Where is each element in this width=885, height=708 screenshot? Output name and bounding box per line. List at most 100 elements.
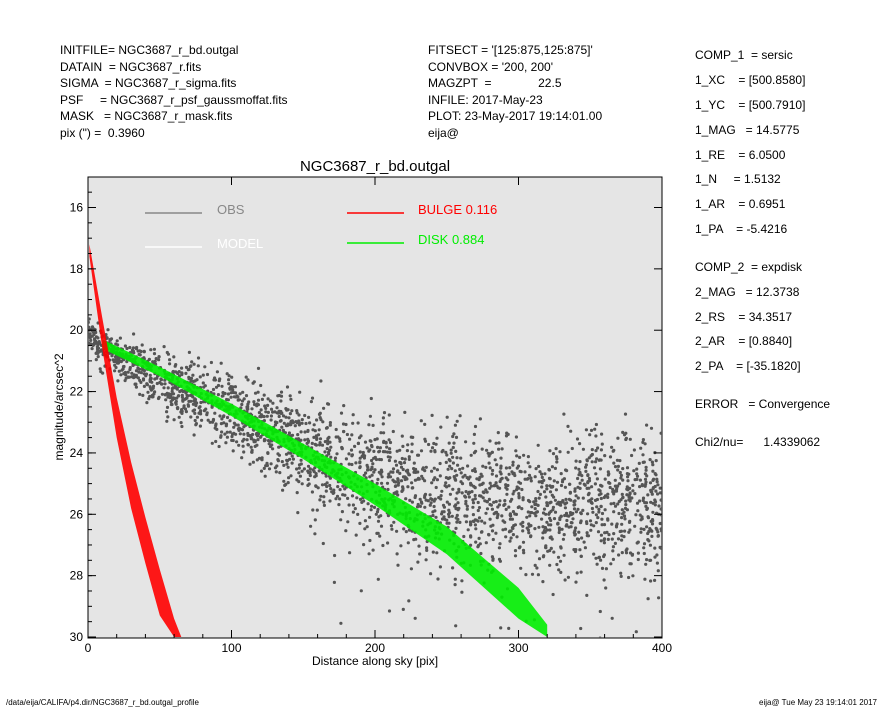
obs-point xyxy=(620,508,624,512)
obs-point xyxy=(618,459,622,463)
obs-point xyxy=(569,429,573,433)
obs-point xyxy=(442,515,446,519)
obs-point xyxy=(574,494,578,498)
obs-point xyxy=(320,483,325,487)
obs-point xyxy=(603,477,607,481)
obs-point xyxy=(535,566,539,570)
obs-point xyxy=(585,593,589,598)
obs-point xyxy=(388,447,392,451)
obs-point xyxy=(191,373,195,377)
obs-point xyxy=(439,425,443,429)
obs-point xyxy=(654,489,658,493)
obs-point xyxy=(638,478,643,482)
obs-point xyxy=(446,467,450,471)
obs-point xyxy=(561,478,565,482)
header-left-line: INITFILE= NGC3687_r_bd.outgal xyxy=(60,43,239,57)
obs-point xyxy=(219,361,223,365)
obs-point xyxy=(241,444,245,448)
obs-point xyxy=(455,419,459,423)
obs-point xyxy=(370,465,374,469)
obs-point xyxy=(309,524,313,528)
obs-point xyxy=(170,402,174,407)
obs-point xyxy=(393,484,397,488)
obs-point xyxy=(91,343,95,347)
obs-point xyxy=(291,457,295,461)
obs-point xyxy=(394,463,399,467)
obs-point xyxy=(282,421,286,425)
obs-point xyxy=(646,538,650,542)
obs-point xyxy=(652,477,656,481)
obs-point xyxy=(432,504,436,509)
obs-point xyxy=(149,348,153,352)
obs-point xyxy=(625,493,629,497)
obs-point xyxy=(589,523,593,527)
obs-point xyxy=(542,529,547,533)
obs-point xyxy=(424,498,428,502)
obs-point xyxy=(547,468,552,472)
obs-point xyxy=(200,418,204,422)
obs-point xyxy=(645,506,650,510)
obs-point xyxy=(347,503,351,507)
obs-point xyxy=(404,469,408,473)
obs-point xyxy=(323,450,327,454)
obs-point xyxy=(219,422,223,426)
header-left-line: MASK = NGC3687_r_mask.fits xyxy=(60,109,233,123)
obs-point xyxy=(521,498,525,502)
obs-point xyxy=(616,537,621,541)
obs-point xyxy=(487,497,491,501)
obs-point xyxy=(172,418,176,422)
obs-point xyxy=(405,449,409,453)
obs-point xyxy=(498,559,502,563)
obs-point xyxy=(423,505,427,509)
obs-point xyxy=(632,448,637,452)
obs-point xyxy=(574,580,578,584)
obs-point xyxy=(573,532,577,536)
obs-point xyxy=(584,469,588,473)
obs-point xyxy=(600,517,604,521)
obs-point xyxy=(231,449,235,453)
obs-point xyxy=(656,483,660,487)
obs-point xyxy=(186,403,190,407)
obs-point xyxy=(544,495,548,499)
obs-point xyxy=(499,626,503,630)
obs-point xyxy=(631,489,635,493)
obs-point xyxy=(472,432,476,436)
obs-point xyxy=(174,402,178,406)
obs-point xyxy=(444,460,448,464)
obs-point xyxy=(485,507,490,511)
obs-point xyxy=(350,494,355,498)
obs-point xyxy=(540,481,544,485)
obs-point xyxy=(465,507,469,511)
obs-point xyxy=(222,421,226,425)
obs-point xyxy=(137,352,141,356)
obs-point xyxy=(288,457,292,461)
obs-point xyxy=(563,578,567,582)
obs-point xyxy=(128,367,132,372)
obs-point xyxy=(379,468,383,472)
obs-point xyxy=(483,499,487,503)
obs-point xyxy=(595,562,599,566)
obs-point xyxy=(288,412,292,416)
obs-point xyxy=(458,520,462,525)
obs-point xyxy=(132,332,136,336)
obs-point xyxy=(370,473,374,477)
obs-point xyxy=(160,382,164,386)
obs-point xyxy=(507,626,511,631)
obs-point xyxy=(603,508,607,512)
obs-point xyxy=(530,510,534,515)
obs-point xyxy=(464,502,468,506)
obs-point xyxy=(533,475,537,479)
obs-point xyxy=(476,543,481,548)
obs-point xyxy=(602,578,606,582)
obs-point xyxy=(647,660,650,663)
obs-point xyxy=(533,527,537,531)
obs-point xyxy=(259,408,263,412)
obs-point xyxy=(377,470,381,474)
obs-point xyxy=(88,320,90,324)
obs-point xyxy=(599,558,603,562)
obs-point xyxy=(466,492,470,496)
obs-point xyxy=(565,523,569,527)
obs-point xyxy=(334,427,338,432)
obs-point xyxy=(193,411,197,415)
obs-point xyxy=(541,536,545,540)
